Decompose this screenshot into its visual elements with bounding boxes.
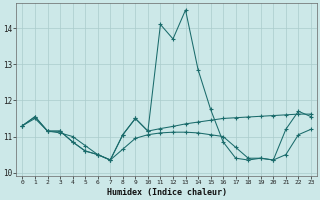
X-axis label: Humidex (Indice chaleur): Humidex (Indice chaleur) <box>107 188 227 197</box>
